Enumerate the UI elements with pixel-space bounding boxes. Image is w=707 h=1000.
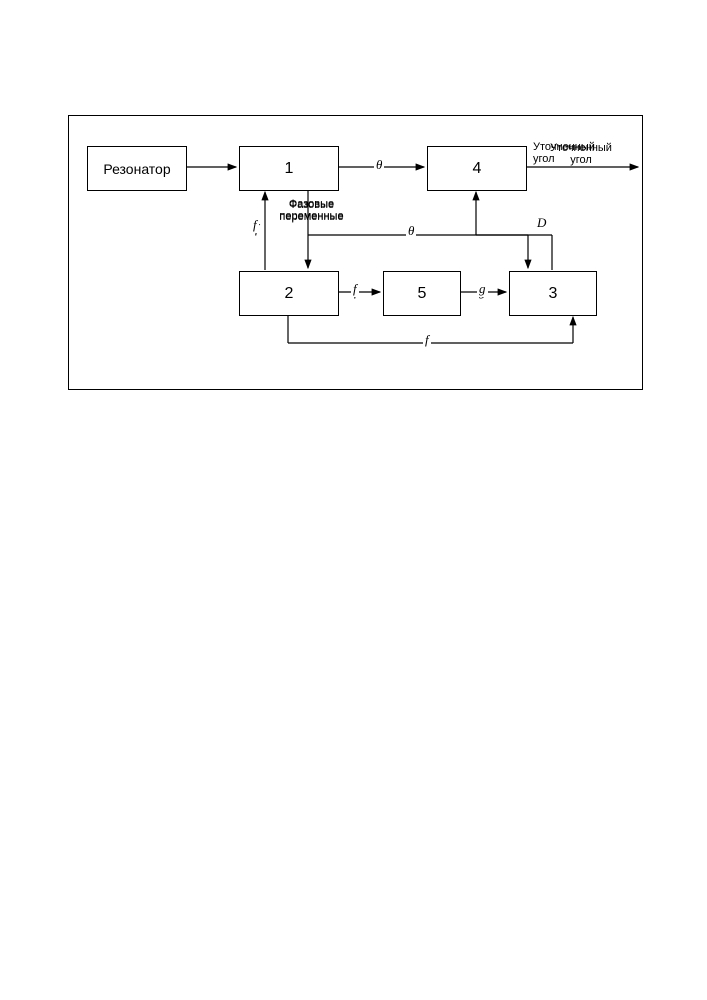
label-refined-angle: Уточненный угол: [536, 142, 626, 166]
diagram-container: Резонатор 1 4 2 5 3 θ Уточненный угол Фа…: [68, 115, 643, 390]
label-g: g: [477, 284, 488, 300]
label-refined-angle-text: Уточненный угол: [550, 142, 612, 166]
label-D: D: [535, 219, 548, 235]
box-4-label: 4: [473, 160, 482, 178]
label-phase-vars-text: Фазовые переменные: [279, 199, 343, 223]
box-2: 2: [239, 271, 339, 316]
label-f-up: f: [253, 221, 261, 237]
box-resonator: Резонатор: [87, 146, 187, 191]
box-1: 1: [239, 146, 339, 191]
box-3-label: 3: [549, 285, 558, 303]
box-resonator-label: Резонатор: [103, 161, 170, 177]
label-f-2to5: f: [352, 284, 360, 300]
box-3: 3: [509, 271, 597, 316]
box-5-label: 5: [418, 285, 427, 303]
box-5: 5: [383, 271, 461, 316]
label-phase-vars: Фазовые переменные: [274, 199, 349, 223]
box-4: 4: [427, 146, 527, 191]
box-2-label: 2: [285, 285, 294, 303]
box-1-label: 1: [285, 160, 294, 178]
label-theta-1: θ: [375, 159, 385, 175]
